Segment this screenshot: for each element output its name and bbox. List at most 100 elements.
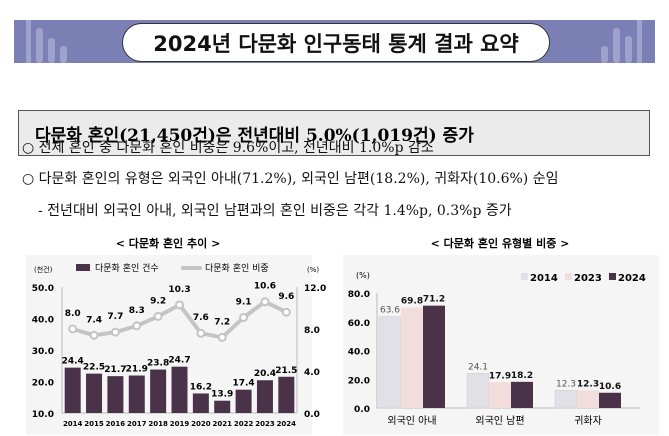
y-tick-label: 50.0 xyxy=(32,284,54,294)
bar-data-label: 71.2 xyxy=(423,295,445,305)
title-banner: 2024년 다문화 인구동태 통계 결과 요약 xyxy=(14,20,655,63)
line-data-label: 7.2 xyxy=(214,317,230,327)
y-tick-label: 20.0 xyxy=(32,379,54,389)
x-tick-label: 2016 xyxy=(106,420,126,428)
legend-label: 다문화 혼인 건수 xyxy=(95,262,159,274)
bar xyxy=(511,381,533,408)
bar xyxy=(599,392,621,408)
bar-data-label: 16.2 xyxy=(190,382,212,392)
line-point xyxy=(239,312,249,322)
bar-data-label: 20.4 xyxy=(254,369,276,379)
y2-axis-unit: (%) xyxy=(307,266,319,274)
x-tick-label: 외국인 남편 xyxy=(475,415,524,427)
bar-data-label: 24.7 xyxy=(168,356,190,366)
y-tick-label: 0.0 xyxy=(354,405,370,415)
bar-data-label: 12.3 xyxy=(577,379,599,389)
bar xyxy=(107,376,124,413)
x-tick-label: 2019 xyxy=(170,420,190,428)
bar-data-label: 17.4 xyxy=(232,379,254,389)
line-point xyxy=(110,327,120,337)
bullet-3: - 전년대비 외국인 아내, 외국인 남편과의 혼인 비중은 각각 1.4%p,… xyxy=(38,203,512,219)
line-data-label: 8.3 xyxy=(129,306,145,316)
chart1-title: < 다문화 혼인 추이 > xyxy=(116,236,221,250)
y-tick-label: 80.0 xyxy=(348,290,370,300)
bar xyxy=(192,393,209,413)
x-tick-label: 귀화자 xyxy=(574,415,602,427)
bar xyxy=(466,373,490,409)
y2-tick-label: 8.0 xyxy=(304,326,320,336)
bar xyxy=(278,376,295,413)
headline-box: 다문화 혼인(21,450건)은 전년대비 5.0%(1,019건) 증가 xyxy=(18,110,650,156)
line-data-label: 10.6 xyxy=(254,282,276,292)
x-tick-label: 2020 xyxy=(191,420,211,428)
y-tick-label: 10.0 xyxy=(32,410,54,420)
y-tick-label: 30.0 xyxy=(32,347,54,357)
line-point xyxy=(260,297,270,307)
decoration-icon xyxy=(26,20,67,63)
x-tick-label: 2018 xyxy=(148,420,168,428)
x-tick-label: 2021 xyxy=(212,420,232,428)
bar-data-label: 63.6 xyxy=(380,306,400,316)
line-point xyxy=(89,330,99,340)
bar xyxy=(171,366,188,413)
line-point xyxy=(281,307,291,317)
bar-data-label: 24.1 xyxy=(468,362,488,372)
bar xyxy=(64,367,81,413)
x-tick-label: 2014 xyxy=(63,420,83,428)
bullet-2: ○ 다문화 혼인의 유형은 외국인 아내(71.2%), 외국인 남편(18.2… xyxy=(22,171,559,187)
x-tick-label: 2024 xyxy=(277,420,297,428)
legend-swatch-bar xyxy=(76,264,90,271)
y2-tick-label: 4.0 xyxy=(304,368,320,378)
line-point xyxy=(153,311,163,321)
bar-data-label: 21.9 xyxy=(126,365,148,375)
bar xyxy=(423,305,445,408)
legend-swatch xyxy=(565,273,572,280)
line-point xyxy=(68,324,78,334)
y2-tick-label: 12.0 xyxy=(304,284,326,294)
y-axis-unit: (%) xyxy=(356,271,370,280)
line-data-label: 9.6 xyxy=(278,292,294,302)
line-data-label: 10.3 xyxy=(168,285,190,295)
line-point xyxy=(175,300,184,310)
y-axis-unit: (천건) xyxy=(34,265,53,274)
legend-label: 다문화 혼인 비중 xyxy=(205,262,269,274)
bar xyxy=(378,316,402,409)
x-tick-label: 외국인 아내 xyxy=(387,415,436,427)
bar-data-label: 21.5 xyxy=(275,366,297,376)
bar xyxy=(86,373,103,413)
bar-data-label: 69.8 xyxy=(401,297,423,307)
line-data-label: 7.7 xyxy=(107,312,123,322)
line-data-label: 7.6 xyxy=(193,313,209,323)
line-data-label: 9.2 xyxy=(150,296,166,306)
bar-data-label: 12.3 xyxy=(556,379,576,389)
bar xyxy=(577,390,599,408)
legend-label: 2014 xyxy=(530,273,558,284)
bar-data-label: 18.2 xyxy=(511,371,533,381)
legend-swatch xyxy=(521,273,528,280)
decoration-icon xyxy=(601,20,642,63)
bar-data-label: 23.8 xyxy=(147,359,169,369)
y-tick-label: 40.0 xyxy=(348,348,370,358)
bar-data-label: 17.9 xyxy=(489,371,511,381)
legend-label: 2024 xyxy=(618,273,646,284)
bar xyxy=(235,389,252,413)
bar xyxy=(214,400,231,413)
chart2-title: < 다문화 혼인 유형별 비중 > xyxy=(431,236,570,250)
x-tick-label: 2017 xyxy=(127,420,147,428)
line-point xyxy=(217,332,227,342)
bar-data-label: 10.6 xyxy=(599,382,621,392)
line-point xyxy=(196,328,206,338)
y-tick-label: 20.0 xyxy=(348,376,370,386)
bar-data-label: 21.7 xyxy=(104,365,126,375)
bar-data-label: 13.9 xyxy=(211,390,233,400)
line-data-label: 9.1 xyxy=(236,297,252,307)
bar xyxy=(256,380,273,413)
bar xyxy=(401,307,423,408)
legend-swatch xyxy=(609,273,616,280)
line-data-label: 8.0 xyxy=(65,309,81,319)
bar-data-label: 24.4 xyxy=(62,357,84,367)
y-tick-label: 40.0 xyxy=(32,316,54,326)
bar xyxy=(150,369,167,413)
y-tick-label: 60.0 xyxy=(348,319,370,329)
